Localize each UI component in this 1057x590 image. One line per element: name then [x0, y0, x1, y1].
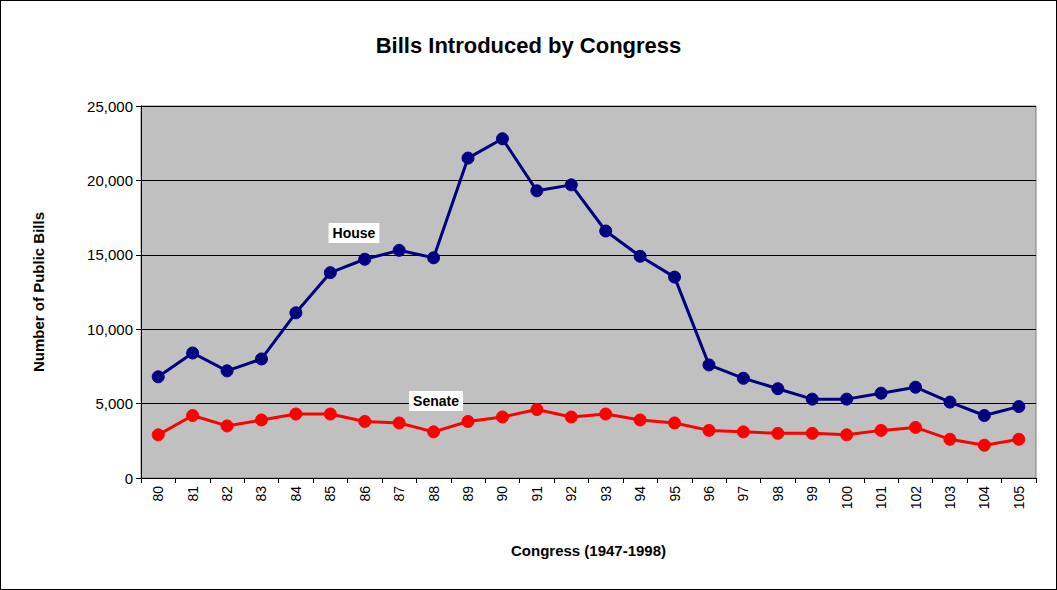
- svg-text:102: 102: [908, 486, 924, 510]
- svg-text:90: 90: [494, 486, 510, 502]
- svg-text:5,000: 5,000: [95, 395, 133, 412]
- svg-text:Bills Introduced by Congress: Bills Introduced by Congress: [376, 33, 682, 58]
- svg-text:80: 80: [150, 486, 166, 502]
- svg-text:Congress (1947-1998): Congress (1947-1998): [511, 542, 666, 559]
- svg-text:83: 83: [253, 486, 269, 502]
- svg-text:91: 91: [529, 486, 545, 502]
- svg-text:10,000: 10,000: [87, 321, 133, 338]
- svg-text:85: 85: [322, 486, 338, 502]
- svg-text:105: 105: [1011, 486, 1027, 510]
- svg-text:87: 87: [391, 486, 407, 502]
- svg-text:103: 103: [942, 486, 958, 510]
- svg-text:89: 89: [460, 486, 476, 502]
- svg-text:84: 84: [288, 486, 304, 502]
- svg-text:20,000: 20,000: [87, 172, 133, 189]
- svg-text:100: 100: [839, 486, 855, 510]
- svg-text:95: 95: [667, 486, 683, 502]
- svg-text:Senate: Senate: [413, 393, 459, 409]
- svg-text:15,000: 15,000: [87, 246, 133, 263]
- svg-text:94: 94: [632, 486, 648, 502]
- svg-text:81: 81: [185, 486, 201, 502]
- svg-text:101: 101: [873, 486, 889, 510]
- svg-text:Number of Public Bills: Number of Public Bills: [30, 212, 47, 372]
- svg-text:25,000: 25,000: [87, 98, 133, 115]
- svg-text:96: 96: [701, 486, 717, 502]
- svg-text:86: 86: [357, 486, 373, 502]
- svg-text:82: 82: [219, 486, 235, 502]
- svg-text:House: House: [333, 225, 376, 241]
- svg-text:93: 93: [598, 486, 614, 502]
- svg-text:97: 97: [735, 486, 751, 502]
- svg-text:0: 0: [125, 470, 133, 487]
- svg-text:88: 88: [426, 486, 442, 502]
- svg-text:92: 92: [563, 486, 579, 502]
- svg-text:104: 104: [976, 486, 992, 510]
- svg-text:99: 99: [804, 486, 820, 502]
- svg-text:98: 98: [770, 486, 786, 502]
